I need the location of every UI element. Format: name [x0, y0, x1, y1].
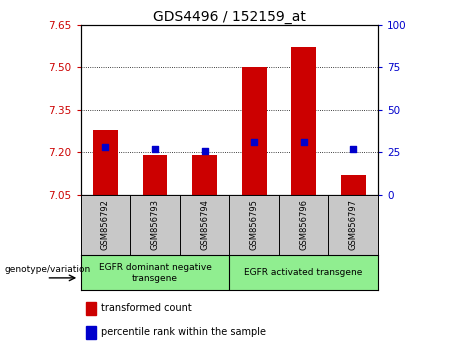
Text: GSM856797: GSM856797	[349, 199, 358, 250]
Text: percentile rank within the sample: percentile rank within the sample	[101, 327, 266, 337]
Point	[102, 144, 109, 150]
Text: GSM856795: GSM856795	[249, 199, 259, 250]
Title: GDS4496 / 152159_at: GDS4496 / 152159_at	[153, 10, 306, 24]
Bar	[86, 326, 96, 339]
Text: GSM856793: GSM856793	[150, 199, 160, 250]
Bar	[192, 155, 217, 195]
Text: EGFR dominant negative
transgene: EGFR dominant negative transgene	[99, 263, 212, 282]
Point	[201, 148, 208, 153]
Bar	[291, 47, 316, 195]
Text: GSM856796: GSM856796	[299, 199, 308, 250]
Text: GSM856794: GSM856794	[200, 199, 209, 250]
Bar	[341, 175, 366, 195]
Text: transformed count: transformed count	[101, 303, 192, 313]
Point	[300, 139, 307, 145]
Bar	[242, 67, 266, 195]
Point	[250, 139, 258, 145]
Bar	[86, 302, 96, 315]
Text: genotype/variation: genotype/variation	[5, 264, 91, 274]
Point	[151, 146, 159, 152]
Text: EGFR activated transgene: EGFR activated transgene	[244, 268, 363, 277]
Text: GSM856792: GSM856792	[101, 199, 110, 250]
Bar	[93, 130, 118, 195]
Point	[349, 146, 357, 152]
Bar	[142, 155, 167, 195]
